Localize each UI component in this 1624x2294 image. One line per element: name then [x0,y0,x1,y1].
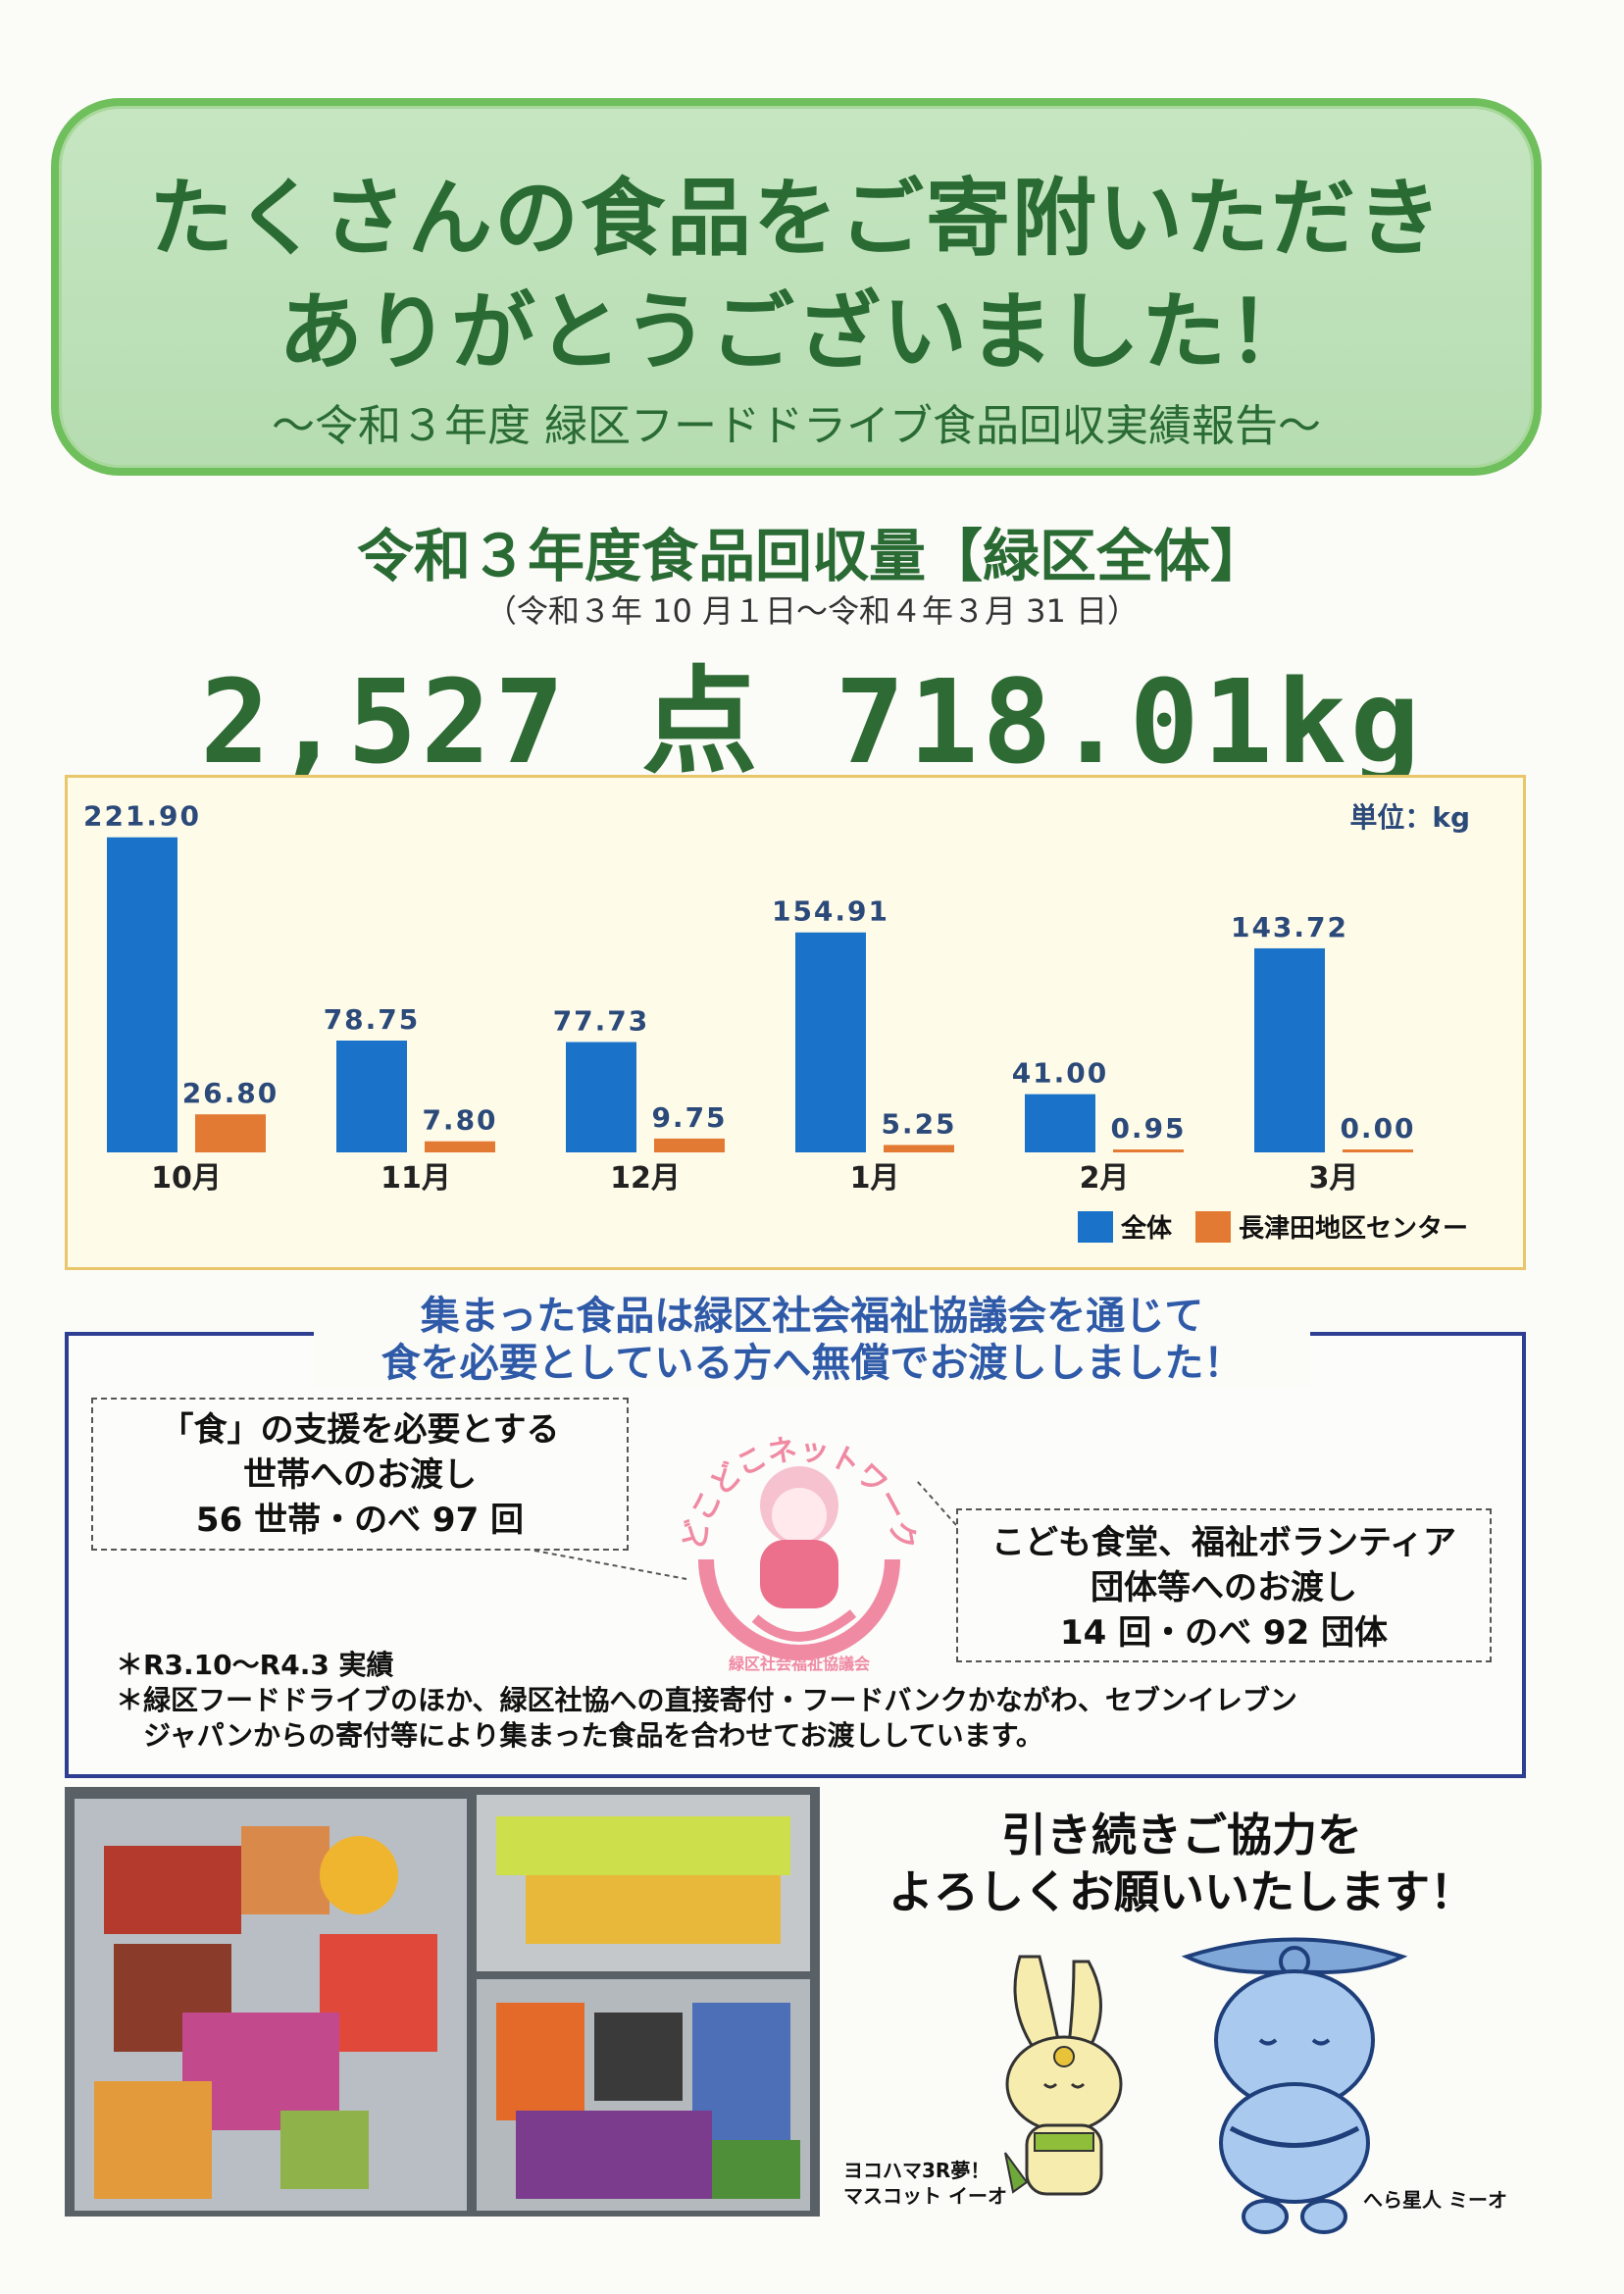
bar-label-nagatsuta-1: 7.80 [422,1104,497,1137]
bar-label-nagatsuta-4: 0.95 [1110,1112,1186,1145]
bar-total-3 [795,932,866,1152]
group-support-line-2: 団体等へのお渡し [1091,1568,1357,1607]
household-support-line-1: 「食」の支援を必要とする [160,1410,560,1450]
mascot-eo-caption-line-2: マスコット イーオ [843,2184,1007,2208]
note-line-3: ジャパンからの寄付等により集まった食品を合わせてお渡ししています。 [116,1719,1043,1752]
bar-total-4 [1025,1094,1095,1152]
bar-label-total-3: 154.91 [772,895,889,928]
bar-label-nagatsuta-2: 9.75 [651,1101,727,1134]
distribution-notes: ＊R3.10〜R4.3 実績 ＊緑区フードドライブのほか、緑区社協への直接寄付・… [116,1648,1508,1754]
logo-organization-text: 緑区社会福祉協議会 [729,1655,870,1673]
distribution-headline-line-2: 食を必要としている方へ無償でお渡ししました！ [381,1341,1243,1386]
group-support-line-1: こども食堂、福祉ボランティア [991,1523,1456,1562]
mascot-eo [1004,1955,1123,2196]
network-logo: どこどこネットワーク 緑区社会福祉協議会 [677,1432,921,1673]
collection-title: 令和３年度食品回収量【緑区全体】 [356,523,1267,589]
bar-total-2 [566,1042,636,1152]
household-support-box: 「食」の支援を必要とする 世帯へのお渡し 56 世帯・のべ 97 回 [91,1398,629,1551]
distribution-headline-line-1: 集まった食品は緑区社会福祉協議会を通じて [420,1294,1204,1339]
monthly-chart: 単位：kg 221.90 26.80 10月 78.75 7.80 11月 77.73 9.75… [65,775,1526,1270]
bar-label-nagatsuta-3: 5.25 [881,1107,956,1140]
x-tick-label-5: 3月 [1309,1161,1359,1196]
bar-label-nagatsuta-5: 0.00 [1340,1112,1415,1145]
household-support-count: 56 世帯・のべ 97 回 [195,1501,525,1540]
header-subtitle: 〜令和３年度 緑区フードドライブ食品回収実績報告〜 [272,401,1321,451]
mascot-mio [1181,1937,1408,2234]
bar-label-total-0: 221.90 [83,800,201,833]
chart-unit-label: 単位：kg [1349,801,1470,834]
x-tick-label-4: 2月 [1080,1161,1130,1196]
bar-nagatsuta-0 [195,1114,266,1152]
x-tick-label-3: 1月 [850,1161,900,1196]
mascot-eo-caption-line-1: ヨコハマ3R夢！ [843,2159,990,2182]
bar-nagatsuta-3 [884,1145,954,1152]
bar-label-total-2: 77.73 [553,1004,650,1037]
bar-label-nagatsuta-0: 26.80 [182,1077,279,1109]
legend-label-1: 長津田地区センター [1239,1214,1468,1244]
mascot-eo-caption: ヨコハマ3R夢！ マスコット イーオ [843,2158,1007,2209]
bar-total-0 [107,837,178,1152]
note-line-1: ＊R3.10〜R4.3 実績 [116,1649,394,1681]
donated-food-photo [65,1787,820,2217]
chart-canvas: 単位：kg 221.90 26.80 10月 78.75 7.80 11月 77.73 9.75… [83,800,1470,1244]
household-support-line-2: 世帯へのお渡し [243,1455,477,1495]
bar-nagatsuta-4 [1113,1149,1184,1152]
bar-nagatsuta-5 [1343,1149,1413,1152]
x-tick-label-1: 11月 [381,1161,451,1196]
bar-total-1 [336,1040,407,1152]
header-title-line-2: ありがとうございました！ [279,283,1314,382]
closing-message: 引き続きご協力を よろしくお願いいたします！ [843,1807,1520,1920]
group-support-box: こども食堂、福祉ボランティア 団体等へのお渡し 14 回・のべ 92 団体 [956,1508,1492,1662]
mascot-mio-caption: へら星人 ミーオ [1363,2188,1507,2212]
distribution-headline: 集まった食品は緑区社会福祉協議会を通じて 食を必要としている方へ無償でお渡ししま… [314,1293,1310,1387]
bar-total-5 [1254,947,1325,1152]
collection-total: 2,527 点 718.01kg [200,654,1424,790]
closing-message-line-2: よろしくお願いいたします！ [888,1865,1475,1918]
legend-swatch-1 [1195,1211,1231,1243]
x-tick-label-2: 12月 [610,1161,681,1196]
legend-swatch-0 [1078,1211,1113,1243]
note-line-2: ＊緑区フードドライブのほか、緑区社協への直接寄付・フードバンクかながわ、セブンイ… [116,1684,1297,1716]
bar-label-total-5: 143.72 [1231,911,1348,943]
legend-label-0: 全体 [1120,1213,1173,1244]
header-title-line-1: たくさんの食品をご寄附いただき [149,170,1444,268]
x-tick-label-0: 10月 [151,1161,222,1196]
bar-nagatsuta-2 [654,1138,725,1152]
bar-label-total-1: 78.75 [324,1003,421,1036]
header-banner: たくさんの食品をご寄附いただき ありがとうございました！ 〜令和３年度 緑区フー… [51,98,1542,476]
collection-period: （令和３年 10 月１日〜令和４年３月 31 日） [484,592,1140,630]
bar-label-total-4: 41.00 [1012,1057,1109,1090]
closing-message-line-1: 引き続きご協力を [1001,1809,1362,1861]
donated-food-photo-drawing [65,1787,820,2217]
group-support-count: 14 回・のべ 92 団体 [1059,1613,1389,1653]
bar-nagatsuta-1 [425,1141,495,1152]
